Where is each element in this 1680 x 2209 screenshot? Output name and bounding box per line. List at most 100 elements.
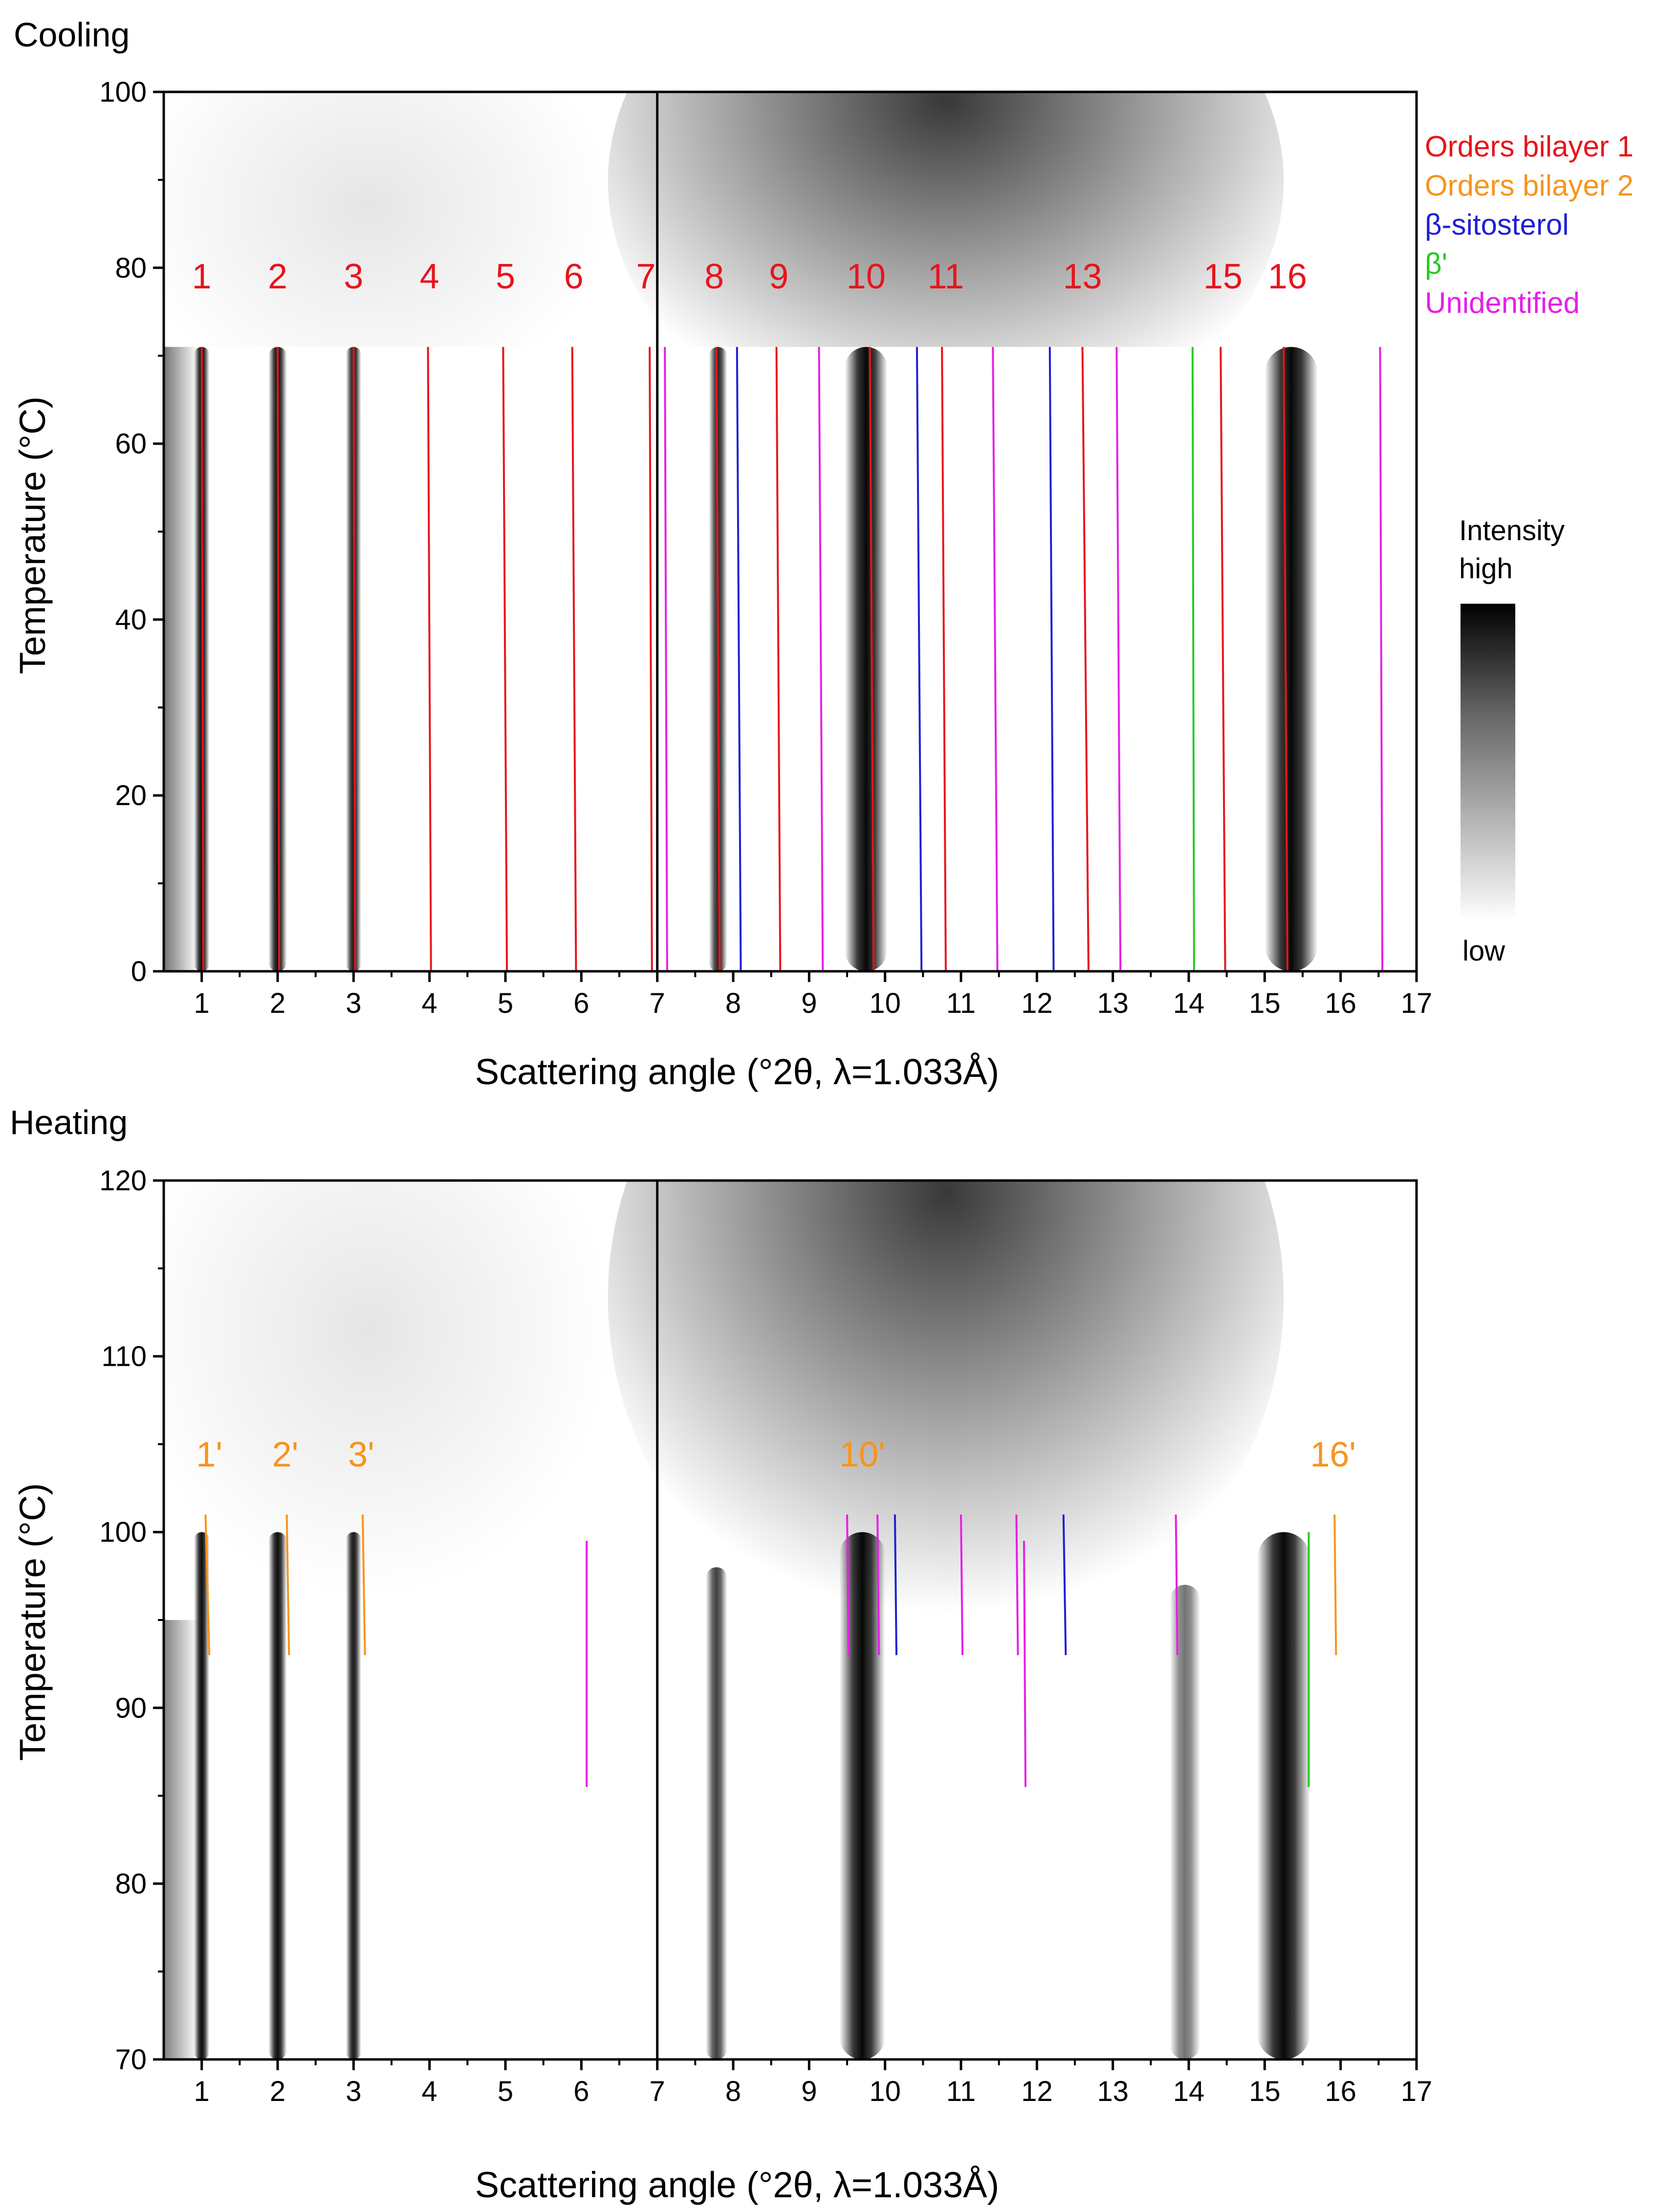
peak-marker-line (1175, 1514, 1178, 1655)
peak-marker-line (1081, 347, 1090, 971)
x-tick-label: 16 (1325, 2076, 1356, 2107)
peak-marker-line (1048, 347, 1055, 971)
peak-marker-line (1333, 1514, 1337, 1655)
order-label: 13 (1063, 257, 1102, 296)
x-tick-label: 15 (1249, 2076, 1281, 2107)
x-tick-label: 3 (346, 987, 361, 1019)
y-tick-label: 100 (99, 1516, 147, 1548)
y-tick-label: 40 (115, 604, 147, 635)
y-tick-label: 90 (115, 1692, 147, 1724)
peak-marker-line (1379, 347, 1384, 971)
peak-marker-line (1062, 1514, 1067, 1655)
peak-marker-line (200, 347, 204, 971)
x-tick-label: 11 (946, 987, 976, 1019)
x-tick-label: 13 (1097, 2076, 1129, 2107)
panel-title-cooling: Cooling (14, 16, 130, 54)
x-tick-label: 7 (650, 987, 665, 1019)
order-label: 3 (344, 257, 363, 296)
peak-marker-line (352, 347, 356, 971)
y-tick-label: 100 (99, 76, 147, 108)
x-tick-label: 9 (801, 987, 817, 1019)
order-label: 16' (1310, 1435, 1356, 1474)
order-label: 5 (496, 257, 515, 296)
peak-marker-line (649, 347, 653, 971)
x-tick-label: 9 (801, 2076, 817, 2107)
legend: Orders bilayer 1 Orders bilayer 2 β-sito… (1425, 130, 1634, 319)
y-axis-title-heating: Temperature (°C) (12, 1483, 53, 1761)
x-tick-label: 12 (1021, 2076, 1053, 2107)
peak-marker-line (846, 1514, 850, 1655)
legend-item-orders-bilayer-1: Orders bilayer 1 (1425, 130, 1634, 163)
peak-marker-line (1115, 347, 1122, 971)
peak-marker-line (960, 1514, 964, 1655)
order-label: 6 (564, 257, 584, 296)
x-axis-title-heating: Scattering angle (°2θ, λ=1.033Å) (475, 2165, 999, 2205)
peak-marker-line (361, 1514, 366, 1655)
colorbar-gradient (1461, 604, 1515, 921)
legend-item-unidentified: Unidentified (1425, 286, 1580, 319)
colorbar-low-label: low (1462, 935, 1505, 967)
peak-marker-line (818, 347, 824, 971)
colorbar: Intensity high low (1459, 515, 1565, 967)
peak-marker-line (894, 1514, 897, 1655)
peak-marker-line (285, 1514, 290, 1655)
x-tick-label: 8 (725, 2076, 741, 2107)
diffraction-band (839, 1532, 885, 2059)
diffraction-band (346, 1532, 361, 2059)
heatmap-plot-area (164, 92, 1417, 971)
order-label: 11 (928, 257, 964, 296)
x-tick-label: 1 (194, 2076, 210, 2107)
peak-marker-line (1023, 1541, 1027, 1787)
colorbar-title: Intensity (1459, 515, 1565, 547)
x-tick-label: 2 (270, 987, 285, 1019)
peak-marker-line (571, 347, 577, 971)
x-axis-title-cooling: Scattering angle (°2θ, λ=1.033Å) (475, 1051, 999, 1092)
order-label: 2' (272, 1435, 299, 1474)
order-label: 10' (839, 1435, 885, 1474)
diffraction-band (268, 1532, 287, 2059)
y-tick-label: 80 (115, 1868, 147, 1900)
diffraction-band (1257, 1532, 1310, 2059)
peak-marker-line (1220, 347, 1226, 971)
y-axis-title-cooling: Temperature (°C) (12, 396, 53, 674)
x-tick-label: 4 (422, 2076, 437, 2107)
peak-marker-line (941, 347, 947, 971)
y-tick-label: 120 (99, 1165, 147, 1197)
x-tick-label: 17 (1401, 987, 1433, 1019)
heatmap-plot-area (164, 1181, 1417, 2059)
x-tick-label: 14 (1173, 2076, 1205, 2107)
legend-item-orders-bilayer-2: Orders bilayer 2 (1425, 169, 1634, 202)
order-label: 1' (196, 1435, 222, 1474)
diffraction-band (1265, 347, 1318, 971)
y-tick-label: 0 (131, 956, 147, 987)
x-tick-label: 15 (1249, 987, 1281, 1019)
x-tick-label: 5 (498, 987, 513, 1019)
x-tick-label: 11 (946, 2076, 976, 2107)
peak-marker-line (876, 1514, 880, 1655)
order-label: 8 (704, 257, 724, 296)
peak-marker-line (1283, 347, 1288, 971)
peak-marker-line (204, 1514, 211, 1655)
peak-marker-line (916, 347, 923, 971)
panel-title-heating: Heating (10, 1103, 128, 1141)
peak-marker-line (736, 347, 742, 971)
peak-marker-line (427, 347, 432, 971)
peak-marker-line (1191, 347, 1195, 971)
y-tick-label: 60 (115, 428, 147, 460)
peak-marker-line (664, 347, 668, 971)
x-tick-label: 17 (1401, 2076, 1433, 2107)
x-tick-label: 10 (869, 987, 901, 1019)
diffraction-band (845, 347, 888, 971)
peak-marker-line (869, 347, 875, 971)
order-label: 2 (268, 257, 287, 296)
legend-item-beta-sitosterol: β-sitosterol (1425, 208, 1569, 241)
diffraction-band (706, 1567, 727, 2059)
y-tick-label: 70 (115, 2044, 147, 2076)
order-label: 10 (847, 257, 886, 296)
x-tick-label: 5 (498, 2076, 513, 2107)
y-tick-label: 110 (102, 1341, 147, 1373)
peak-marker-line (715, 347, 721, 971)
x-tick-label: 2 (270, 2076, 285, 2107)
